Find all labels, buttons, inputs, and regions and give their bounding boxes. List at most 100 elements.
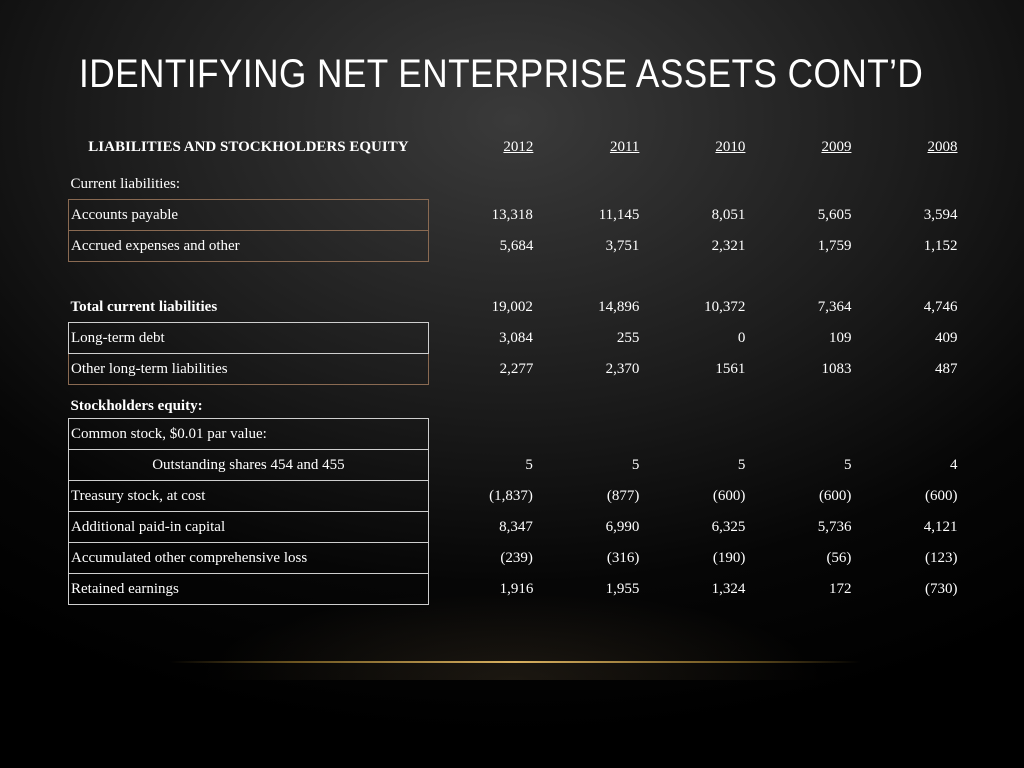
cell-value: 1,916 (499, 580, 534, 597)
row-label: Current liabilities: (70, 175, 181, 192)
row-label: Treasury stock, at cost (68, 480, 429, 512)
cell-value: 7,364 (817, 298, 852, 315)
table-row: Long-term debt 3,084 255 0 109 409 (68, 322, 960, 354)
cell-value: 255 (616, 329, 640, 346)
row-label: Common stock, $0.01 par value: (68, 418, 429, 450)
table-row: Retained earnings 1,916 1,955 1,324 172 … (68, 573, 960, 605)
row-label: Long-term debt (68, 322, 429, 354)
cell-value: 8,051 (711, 206, 746, 223)
cell-value: (600) (712, 487, 746, 504)
cell-value (535, 385, 641, 419)
year-header: 2009 (747, 125, 853, 169)
cell-value (535, 169, 641, 200)
cell-value (535, 262, 641, 293)
cell-value: 5 (737, 456, 746, 473)
cell-value (641, 419, 747, 450)
year-header-label: 2010 (715, 138, 746, 155)
cell-value (747, 385, 853, 419)
cell-value: 6,325 (711, 518, 746, 535)
cell-value: 1,759 (817, 237, 852, 254)
year-header: 2011 (535, 125, 641, 169)
row-label: Accounts payable (68, 199, 429, 231)
table-row: Treasury stock, at cost (1,837) (877) (6… (68, 480, 960, 512)
cell-value: 5 (525, 456, 533, 473)
cell-value (641, 262, 747, 293)
cell-value: 13,318 (491, 206, 533, 223)
cell-value: (123) (925, 549, 958, 566)
year-header-label: 2012 (503, 138, 534, 155)
row-label: Other long-term liabilities (68, 353, 429, 385)
cell-value: 2,321 (711, 237, 746, 254)
year-header-label: 2008 (927, 138, 958, 155)
row-label: Outstanding shares 454 and 455 (68, 449, 429, 481)
cell-value: (56) (826, 549, 852, 566)
cell-value (853, 419, 959, 450)
cell-value (747, 169, 853, 200)
row-label: Additional paid-in capital (68, 511, 429, 543)
cell-value: 409 (935, 329, 958, 346)
cell-value: 1,152 (923, 237, 958, 254)
cell-value: (190) (712, 549, 746, 566)
cell-value: (1,837) (489, 487, 533, 504)
decorative-gold-rule (170, 661, 860, 663)
cell-value: 1083 (821, 360, 852, 377)
cell-value: (316) (606, 549, 640, 566)
cell-value: (877) (606, 487, 640, 504)
liabilities-equity-table: LIABILITIES AND STOCKHOLDERS EQUITY 2012… (68, 125, 960, 605)
cell-value: 4,746 (923, 298, 958, 315)
table-row: Outstanding shares 454 and 455 5 5 5 5 4 (68, 449, 960, 481)
table-row: Total current liabilities 19,002 14,896 … (69, 292, 960, 323)
table-row: Stockholders equity: (69, 385, 960, 419)
cell-value: 5 (631, 456, 640, 473)
cell-value: 4 (950, 456, 958, 473)
cell-value (747, 262, 853, 293)
table-row: Accounts payable 13,318 11,145 8,051 5,6… (68, 199, 960, 231)
cell-value: (600) (925, 487, 958, 504)
cell-value: 8,347 (499, 518, 533, 535)
table-row: Common stock, $0.01 par value: (68, 418, 960, 450)
cell-value: 5,605 (817, 206, 852, 223)
cell-value (428, 419, 535, 450)
cell-value: (730) (925, 580, 958, 597)
table-row: Accumulated other comprehensive loss (23… (68, 542, 960, 574)
table-header-row: LIABILITIES AND STOCKHOLDERS EQUITY 2012… (69, 125, 960, 169)
cell-value: 14,896 (598, 298, 640, 315)
cell-value (853, 262, 959, 293)
cell-value (535, 419, 641, 450)
cell-value: 3,594 (923, 206, 958, 223)
cell-value: (239) (500, 549, 533, 566)
cell-value (853, 385, 959, 419)
cell-value (747, 419, 853, 450)
cell-value: 19,002 (491, 298, 533, 315)
row-label: Accumulated other comprehensive loss (68, 542, 429, 574)
cell-value: 0 (737, 329, 746, 346)
year-header-label: 2011 (609, 138, 640, 155)
cell-value: 1,955 (605, 580, 640, 597)
table-spacer-row (69, 262, 960, 293)
cell-value: 5,684 (499, 237, 534, 254)
decorative-glow (200, 590, 824, 680)
table-row: Accrued expenses and other 5,684 3,751 2… (68, 230, 960, 262)
cell-value: 3,751 (605, 237, 640, 254)
cell-value: 109 (828, 329, 852, 346)
row-label: Retained earnings (68, 573, 429, 605)
cell-value: 2,277 (499, 360, 534, 377)
slide-title: IDENTIFYING NET ENTERPRISE ASSETS CONT’D (79, 52, 924, 96)
cell-value: 5 (843, 456, 852, 473)
cell-value: 1,324 (711, 580, 746, 597)
row-label (69, 262, 429, 293)
row-label: Stockholders equity: (70, 398, 203, 414)
cell-value: 3,084 (499, 329, 533, 346)
cell-value: 5,736 (817, 518, 852, 535)
cell-value (641, 385, 747, 419)
cell-value: 1561 (715, 360, 746, 377)
year-header-label: 2009 (821, 138, 852, 155)
year-header: 2008 (853, 125, 959, 169)
table-header-label: LIABILITIES AND STOCKHOLDERS EQUITY (88, 138, 409, 155)
year-header: 2012 (428, 125, 535, 169)
table-row: Current liabilities: (69, 169, 960, 200)
cell-value (428, 385, 535, 419)
cell-value (641, 169, 747, 200)
year-header: 2010 (641, 125, 747, 169)
